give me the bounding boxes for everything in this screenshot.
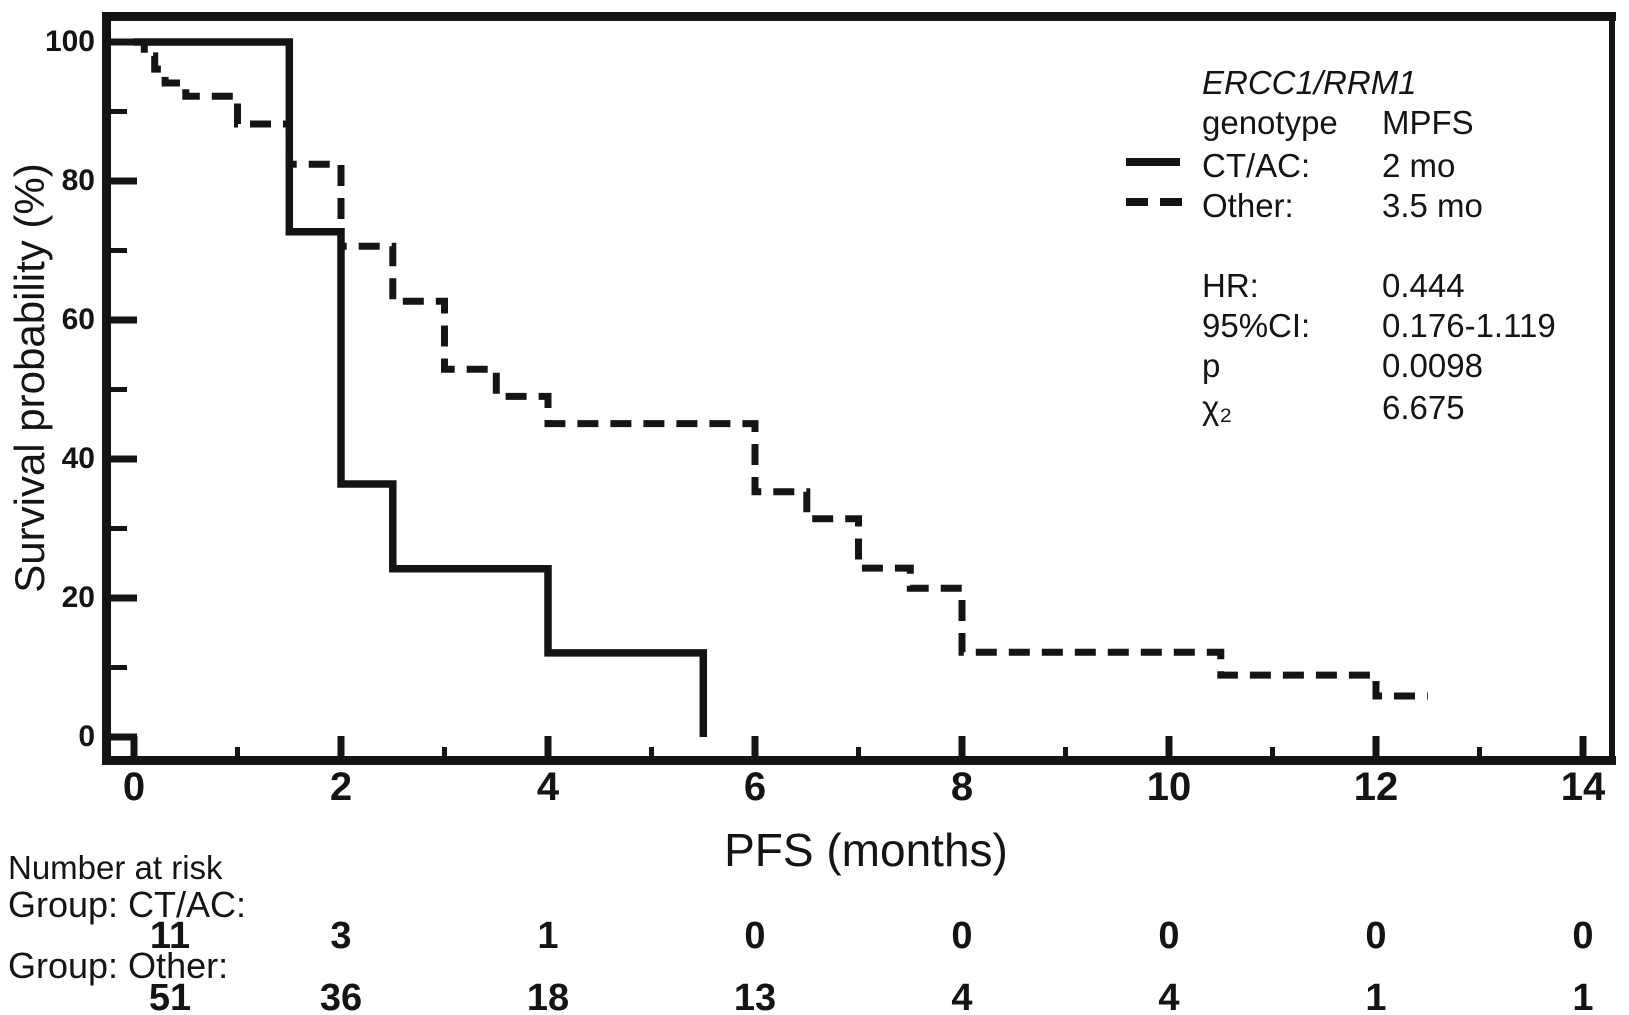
stat-value-p: 0.0098 [1382, 347, 1483, 384]
stat-label-chi2: χ₂ [1202, 389, 1233, 426]
risk-value: 1 [1572, 977, 1594, 1015]
legend-entry-value: 3.5 mo [1382, 187, 1483, 224]
legend-solid-line-sample [1126, 158, 1180, 166]
risk-value: 18 [526, 977, 570, 1015]
stat-label-p: p [1202, 347, 1221, 384]
x-tick-label: 4 [536, 765, 560, 809]
stat-label-ci: 95%CI: [1202, 307, 1311, 344]
x-tick-label: 0 [122, 765, 146, 809]
risk-group-label-other: Group: Other: [8, 945, 229, 986]
risk-value: 36 [319, 977, 363, 1015]
risk-value: 13 [733, 977, 777, 1015]
stat-label-hr: HR: [1202, 267, 1259, 304]
risk-value: 4 [1158, 977, 1180, 1015]
y-tick-label: 0 [78, 720, 95, 753]
x-tick-label: 14 [1560, 765, 1606, 809]
y-tick-label: 80 [61, 164, 95, 197]
x-tick-label: 8 [950, 765, 974, 809]
x-axis-title: PFS (months) [724, 824, 1008, 876]
risk-value: 0 [1572, 915, 1594, 957]
y-tick-label: 100 [44, 25, 95, 58]
stat-value-hr: 0.444 [1382, 267, 1465, 304]
legend-entry-label: Other: [1202, 187, 1294, 224]
stat-value-chi2: 6.675 [1382, 389, 1465, 426]
x-tick-label: 6 [743, 765, 767, 809]
legend-gene-header: ERCC1/RRM1 [1202, 64, 1417, 101]
legend-mpfs-header: MPFS [1382, 104, 1474, 141]
risk-value: 1 [537, 915, 559, 957]
y-tick-label: 20 [61, 581, 95, 614]
risk-value: 1 [1365, 977, 1387, 1015]
stat-value-ci: 0.176-1.119 [1382, 307, 1556, 344]
risk-value: 0 [744, 915, 766, 957]
legend-dashed-line-sample [1126, 198, 1182, 206]
risk-value: 3 [330, 915, 352, 957]
x-tick-label: 10 [1146, 765, 1192, 809]
survival-curve-other [134, 38, 1428, 700]
risk-value: 0 [1158, 915, 1180, 957]
risk-value: 4 [951, 977, 973, 1015]
risk-table-title: Number at risk [8, 849, 223, 886]
y-tick-label: 40 [61, 442, 95, 475]
survival-curve-ct-ac [134, 38, 708, 737]
x-tick-label: 2 [329, 765, 353, 809]
risk-value: 0 [951, 915, 973, 957]
x-tick-label: 12 [1353, 765, 1399, 809]
legend-genotype-header: genotype [1202, 104, 1338, 141]
risk-value: 0 [1365, 915, 1387, 957]
legend-entry-value: 2 mo [1382, 147, 1456, 184]
y-tick-label: 60 [61, 303, 95, 336]
legend-entry-label: CT/AC: [1202, 147, 1311, 184]
risk-value: 11 [149, 915, 191, 957]
risk-group-label-ctac: Group: CT/AC: [8, 884, 247, 925]
risk-value: 51 [148, 977, 192, 1015]
